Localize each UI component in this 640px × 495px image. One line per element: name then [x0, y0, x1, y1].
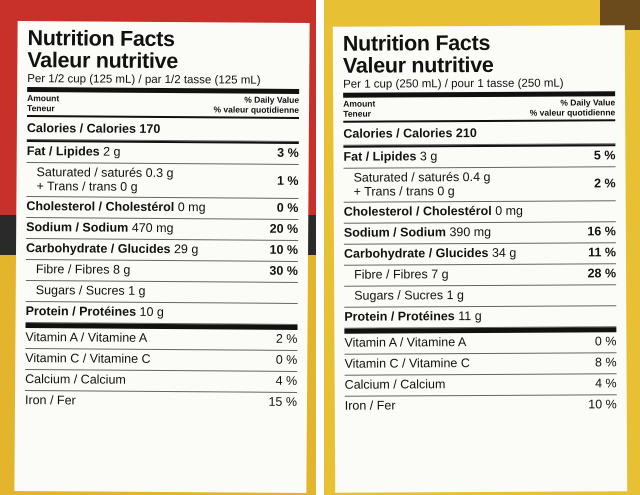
saturated-row: Saturated / saturés 0.3 g + Trans / trans… — [26, 163, 299, 199]
title-en: Nutrition Facts — [342, 30, 491, 56]
sugars-row: Sugars / Sucres 1 g — [344, 285, 617, 308]
calories-row: Calories / Calories 170 — [26, 119, 299, 142]
sodium-row: Sodium / Sodium 390 mg 16 % — [343, 222, 616, 245]
title-fr: Valeur nutritive — [27, 48, 178, 74]
cholesterol-row: Cholesterol / Cholestérol 0 mg — [343, 201, 616, 224]
iron-row: Iron / Fer 10 % — [344, 397, 617, 413]
fibre-row: Fibre / Fibres 7 g 28 % — [344, 264, 617, 287]
iron-row: Iron / Fer 15 % — [24, 393, 298, 409]
left-label-photo: Nutrition Facts Valeur nutritive Per 1/2… — [0, 0, 316, 495]
calcium-row: Calcium / Calcium 4 % — [344, 374, 617, 397]
saturated-row: Saturated / saturés 0.4 g + Trans / trans… — [343, 167, 616, 203]
cholesterol-row: Cholesterol / Cholestérol 0 mg 0 % — [26, 197, 299, 220]
protein-row: Protein / Protéines 10 g — [25, 302, 298, 325]
background-corner — [600, 0, 640, 30]
sodium-row: Sodium / Sodium 470 mg 20 % — [26, 218, 299, 241]
title-fr: Valeur nutritive — [342, 52, 494, 78]
fibre-row: Fibre / Fibres 8 g 30 % — [25, 260, 298, 283]
right-label-photo: Nutrition Facts Valeur nutritive Per 1 c… — [324, 0, 640, 495]
serving-size: Per 1/2 cup (125 mL) / par 1/2 tasse (12… — [27, 73, 261, 87]
nutrition-facts-panel-right: Nutrition Facts Valeur nutritive Per 1 c… — [332, 25, 628, 493]
calories-row: Calories / Calories 210 — [343, 123, 616, 146]
column-header: Amount Teneur % Daily Value% valeur quoti… — [27, 93, 300, 115]
carbohydrate-row: Carbohydrate / Glucides 29 g 10 % — [25, 239, 299, 262]
serving-size: Per 1 cup (250 mL) / pour 1 tasse (250 m… — [343, 77, 564, 91]
sugars-row: Sugars / Sucres 1 g — [25, 281, 298, 304]
protein-row: Protein / Protéines 11 g — [344, 306, 617, 329]
column-header: Amount Teneur % Daily Value% valeur quoti… — [343, 97, 616, 119]
carbohydrate-row: Carbohydrate / Glucides 34 g 11 % — [343, 243, 617, 266]
calcium-row: Calcium / Calcium 4 % — [25, 370, 298, 393]
nutrition-facts-panel-left: Nutrition Facts Valeur nutritive Per 1/2… — [14, 20, 310, 494]
